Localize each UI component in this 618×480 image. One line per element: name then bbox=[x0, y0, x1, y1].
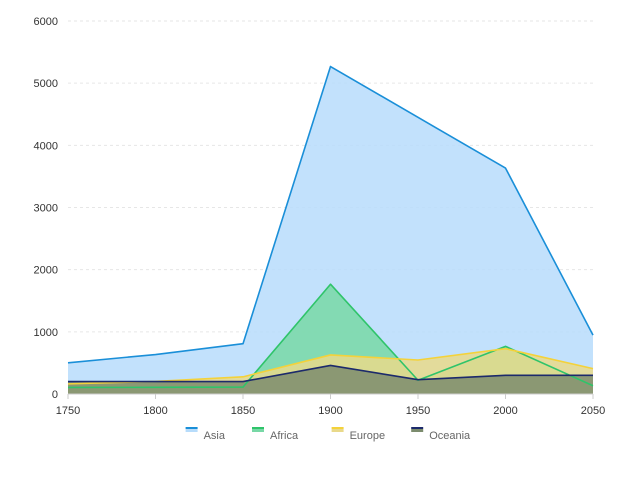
x-tick-label: 1800 bbox=[143, 405, 167, 417]
legend-label: Oceania bbox=[429, 430, 471, 442]
legend-item-asia[interactable]: Asia bbox=[185, 427, 226, 442]
legend-swatch bbox=[185, 429, 198, 432]
series-lines bbox=[67, 65, 594, 389]
x-tick-label: 1850 bbox=[231, 405, 255, 417]
y-axis: 0 1000 2000 3000 4000 5000 6000 bbox=[34, 16, 58, 401]
x-axis: 1750 1800 1850 1900 1950 2000 2050 bbox=[56, 393, 605, 417]
y-tick-label: 4000 bbox=[34, 140, 58, 152]
y-tick-label: 5000 bbox=[34, 78, 58, 90]
legend-item-africa[interactable]: Africa bbox=[252, 427, 299, 442]
y-tick-label: 3000 bbox=[34, 203, 58, 215]
line-oceania bbox=[68, 364, 593, 383]
x-tick-label: 1900 bbox=[318, 405, 342, 417]
legend-swatch bbox=[411, 429, 424, 432]
legend-swatch bbox=[252, 429, 264, 432]
legend-item-oceania[interactable]: Oceania bbox=[411, 427, 471, 442]
x-tick-label: 2050 bbox=[581, 405, 605, 417]
legend-label: Europe bbox=[350, 430, 385, 442]
series-areas bbox=[68, 66, 593, 395]
legend-swatch-stroke bbox=[411, 427, 424, 429]
legend-label: Africa bbox=[270, 430, 299, 442]
legend-item-europe[interactable]: Europe bbox=[331, 427, 385, 442]
y-tick-label: 2000 bbox=[34, 265, 58, 277]
legend: Asia Africa Europe Oceania bbox=[185, 427, 471, 442]
x-tick-label: 2000 bbox=[493, 405, 517, 417]
line-africa bbox=[67, 283, 594, 389]
y-tick-label: 6000 bbox=[34, 16, 58, 28]
y-tick-label: 0 bbox=[52, 389, 58, 401]
x-tick-label: 1750 bbox=[56, 405, 80, 417]
legend-swatch bbox=[331, 429, 344, 432]
area-asia bbox=[68, 66, 593, 395]
legend-swatch-stroke bbox=[252, 427, 264, 429]
legend-label: Asia bbox=[204, 430, 226, 442]
x-tick-label: 1950 bbox=[406, 405, 430, 417]
y-tick-label: 1000 bbox=[34, 327, 58, 339]
legend-swatch-stroke bbox=[185, 427, 198, 429]
legend-swatch-stroke bbox=[331, 427, 344, 429]
line-asia bbox=[67, 65, 594, 364]
